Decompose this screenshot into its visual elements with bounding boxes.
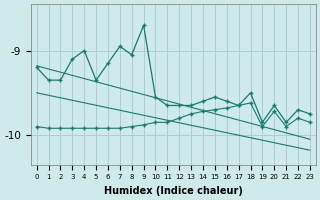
X-axis label: Humidex (Indice chaleur): Humidex (Indice chaleur) bbox=[104, 186, 243, 196]
